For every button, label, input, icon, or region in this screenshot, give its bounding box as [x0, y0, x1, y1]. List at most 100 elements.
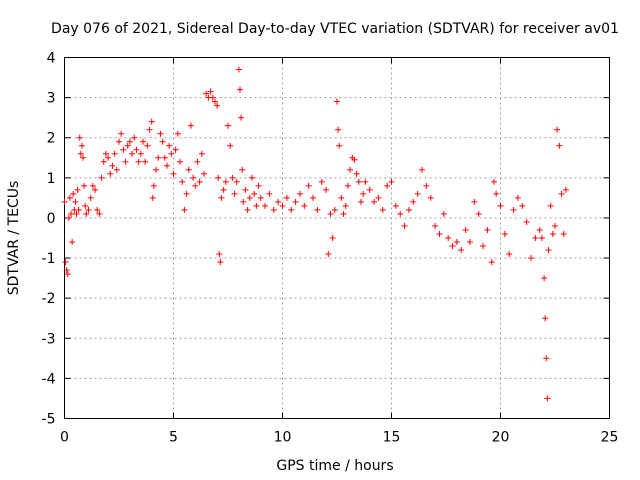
data-point	[163, 162, 170, 169]
data-point	[336, 142, 343, 149]
data-point	[77, 150, 84, 157]
data-point	[149, 194, 156, 201]
x-tick-label: 0	[60, 430, 69, 446]
grid-lines	[64, 57, 610, 419]
data-point	[410, 198, 417, 205]
data-point	[216, 251, 223, 258]
data-point	[183, 190, 190, 197]
data-point	[519, 202, 526, 209]
data-point	[73, 210, 80, 217]
data-point	[159, 138, 166, 145]
data-point	[166, 142, 173, 149]
data-point	[262, 202, 269, 209]
data-point	[135, 158, 142, 165]
data-point	[501, 230, 508, 237]
y-axis-label: SDTVAR / TECUs	[6, 181, 22, 296]
data-point	[118, 130, 125, 137]
data-point	[523, 218, 530, 225]
data-point	[560, 230, 567, 237]
data-point	[360, 190, 367, 197]
data-point	[222, 178, 229, 185]
data-point	[283, 194, 290, 201]
data-point	[458, 247, 465, 254]
data-point	[255, 182, 262, 189]
data-point	[353, 170, 360, 177]
data-point	[547, 202, 554, 209]
data-point	[225, 122, 231, 129]
data-point	[462, 226, 469, 233]
data-point	[107, 170, 114, 177]
data-point	[543, 355, 550, 362]
data-point	[211, 98, 218, 105]
data-point	[227, 142, 234, 149]
data-point	[94, 206, 101, 213]
data-point	[532, 235, 539, 241]
data-point	[150, 182, 157, 189]
x-tick-label: 20	[492, 430, 510, 446]
data-point	[81, 182, 88, 189]
data-point	[558, 190, 565, 197]
data-point	[196, 178, 203, 185]
data-point	[288, 206, 295, 213]
data-point	[355, 178, 362, 185]
data-point	[506, 251, 513, 258]
data-point	[257, 194, 264, 201]
data-point	[248, 174, 255, 181]
data-point	[124, 142, 131, 149]
data-point	[63, 267, 70, 274]
data-point	[142, 158, 149, 165]
data-point	[105, 154, 112, 161]
data-point	[510, 206, 517, 213]
data-point	[187, 122, 194, 129]
data-point	[85, 206, 92, 213]
data-point	[270, 206, 277, 213]
data-point	[419, 166, 426, 173]
data-point	[198, 150, 205, 157]
data-point	[181, 206, 188, 213]
y-tick-label: 0	[47, 211, 56, 227]
data-point	[542, 315, 549, 322]
data-point	[201, 170, 208, 177]
data-point	[379, 206, 386, 213]
data-point	[538, 235, 545, 241]
data-point	[179, 178, 186, 185]
data-point	[362, 178, 369, 185]
data-point	[116, 138, 122, 145]
data-point	[528, 255, 535, 262]
data-point	[61, 198, 68, 205]
data-point	[536, 226, 543, 233]
data-point	[296, 190, 303, 197]
y-tick-label: 3	[47, 91, 56, 107]
data-point	[66, 194, 73, 201]
data-point	[329, 235, 336, 241]
data-point	[185, 166, 192, 173]
data-point	[215, 174, 222, 181]
data-point	[414, 190, 421, 197]
data-point	[100, 158, 107, 165]
data-point	[217, 259, 224, 266]
data-point	[266, 190, 273, 197]
data-point	[545, 247, 552, 254]
data-point	[371, 198, 378, 205]
data-point	[484, 226, 491, 233]
data-point	[351, 156, 358, 163]
data-point	[480, 243, 487, 250]
data-point	[83, 210, 90, 217]
data-point	[131, 134, 138, 141]
data-point	[490, 178, 497, 185]
data-point	[78, 142, 85, 149]
data-point	[246, 194, 253, 201]
y-tick-label: -5	[42, 412, 56, 428]
data-point	[155, 154, 162, 161]
data-point	[562, 186, 569, 193]
data-point	[471, 198, 478, 205]
data-point	[253, 202, 260, 209]
data-point	[218, 194, 225, 201]
data-point	[139, 138, 146, 145]
data-point	[126, 138, 133, 145]
data-point	[340, 210, 347, 217]
data-point	[190, 174, 197, 181]
data-point	[153, 166, 160, 173]
data-point	[344, 182, 351, 189]
